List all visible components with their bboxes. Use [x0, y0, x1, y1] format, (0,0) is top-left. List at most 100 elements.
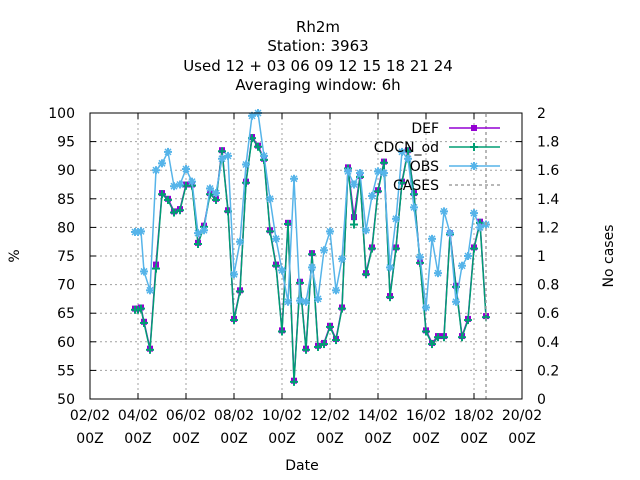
x-tick-label-time: 00Z: [316, 431, 343, 447]
y-tick-label: 65: [57, 306, 75, 322]
series-cdcn-od-point: [374, 187, 382, 196]
series-cdcn-od-point: [218, 147, 226, 156]
series-cdcn-od-point: [278, 327, 286, 336]
series-obs-point: [266, 194, 274, 203]
x-tick-label: 02/02: [70, 408, 110, 424]
y2-tick-label: 1.6: [537, 163, 559, 179]
series-obs-point: [464, 252, 472, 260]
series-cdcn-od-point: [254, 142, 262, 151]
y-tick-label: 70: [57, 278, 75, 294]
series-cdcn-od-point: [362, 270, 370, 279]
series-cdcn-od-point: [212, 195, 220, 204]
legend-entry-def: DEF: [411, 121, 500, 137]
series-obs-point: [146, 286, 154, 295]
y2-tick-label: 1.8: [537, 135, 559, 151]
series-obs-point: [320, 246, 328, 255]
series-cdcn-od-point: [314, 342, 322, 351]
x-tick-label-time: 00Z: [508, 431, 535, 447]
series-obs-point: [296, 296, 304, 305]
y2-tick-label: 0.2: [537, 363, 559, 379]
legend-entry-obs: OBS: [410, 159, 500, 175]
series-cdcn-od-point: [158, 190, 166, 199]
series-obs-point: [332, 286, 340, 295]
series-cdcn-od-point: [332, 336, 340, 345]
y2-axis-label: No cases: [601, 225, 617, 288]
x-tick-label: 20/02: [502, 408, 542, 424]
legend-label: CDCN_od: [374, 140, 439, 156]
y2-tick-label: 0.4: [537, 335, 559, 351]
series-cdcn-od-point: [422, 327, 430, 336]
chart-title-line-4: Averaging window: 6h: [235, 76, 400, 94]
series-cdcn-od-point: [320, 340, 328, 349]
legend: DEF CDCN_od OBS CASES: [374, 121, 500, 194]
series-obs-point: [452, 297, 460, 306]
x-tick-label-time: 00Z: [364, 431, 391, 447]
x-tick-label: 16/02: [406, 408, 446, 424]
series-cdcn-od-point: [326, 322, 334, 331]
series-obs-point: [392, 214, 400, 223]
series-obs-point: [362, 226, 370, 235]
series-obs-point: [236, 237, 244, 246]
series-cdcn-od-point: [338, 304, 346, 313]
y2-tick-label: 1.2: [537, 220, 559, 236]
y-tick-label: 50: [57, 392, 75, 408]
plot-area: [131, 109, 490, 399]
series-obs-point: [200, 226, 208, 235]
series-obs-point: [242, 160, 250, 169]
chart-title-line-2: Station: 3963: [267, 37, 368, 55]
series-obs-point: [350, 180, 358, 189]
series-cdcn-od-point: [440, 333, 448, 342]
series-obs-point: [212, 189, 220, 198]
series-cdcn-od-point: [137, 304, 145, 313]
series-obs-point: [338, 254, 346, 263]
x-tick-label: 18/02: [454, 408, 494, 424]
y2-tick-label: 1: [537, 249, 546, 265]
series-obs-point: [290, 174, 298, 183]
y2-tick-label: 0.8: [537, 278, 559, 294]
series-obs-point: [356, 169, 364, 178]
series-def-point: [351, 214, 357, 221]
series-cdcn-od-point: [236, 287, 244, 296]
series-cdcn-od-point: [284, 219, 292, 228]
series-cdcn-od-point: [146, 345, 154, 354]
series-obs-point: [278, 266, 286, 275]
series-obs-point: [230, 270, 238, 279]
y2-tick-label: 1.4: [537, 192, 559, 208]
grid: [90, 113, 522, 399]
legend-entry-cases: CASES: [393, 178, 500, 194]
series-obs-point: [410, 203, 418, 212]
series-obs-point: [326, 227, 334, 236]
series-obs-point: [458, 261, 466, 270]
series-cdcn-od-point: [290, 377, 298, 386]
series-obs-point: [272, 234, 280, 243]
series-obs-point: [188, 177, 196, 186]
series-obs-point: [386, 263, 394, 272]
series-cdcn-od-point: [464, 316, 472, 325]
legend-marker: [470, 162, 478, 170]
series-obs-point: [470, 209, 478, 218]
axes: 02/02 00Z 04/02 00Z 06/02 00Z 08/02 00Z 10/02 00Z…: [48, 106, 559, 447]
x-axis-label: Date: [285, 458, 318, 474]
series-cdcn-od-point: [308, 250, 316, 259]
x-tick-label: 04/02: [118, 408, 158, 424]
series-obs-point: [308, 263, 316, 272]
series-cdcn-od-point: [242, 178, 250, 187]
x-tick-label: 08/02: [214, 408, 254, 424]
series-cdcn-od-point: [368, 244, 376, 253]
y2-tick-label: 0.6: [537, 306, 559, 322]
series-obs-point: [428, 234, 436, 243]
y-tick-label: 80: [57, 220, 75, 236]
series-obs-point: [170, 182, 178, 191]
series-obs-point: [440, 207, 448, 216]
series-cdcn-od-point: [272, 261, 280, 270]
x-tick-label: 10/02: [262, 408, 302, 424]
series-cdcn-od-point: [170, 208, 178, 217]
series-cdcn-od-point: [392, 244, 400, 253]
series-cdcn-od-point: [230, 316, 238, 325]
y-tick-label: 55: [57, 363, 75, 379]
series-obs: [131, 109, 490, 312]
series-obs-point: [344, 167, 352, 176]
series-obs-point: [398, 147, 406, 156]
y-tick-label: 95: [57, 135, 75, 151]
x-tick-label: 06/02: [166, 408, 206, 424]
